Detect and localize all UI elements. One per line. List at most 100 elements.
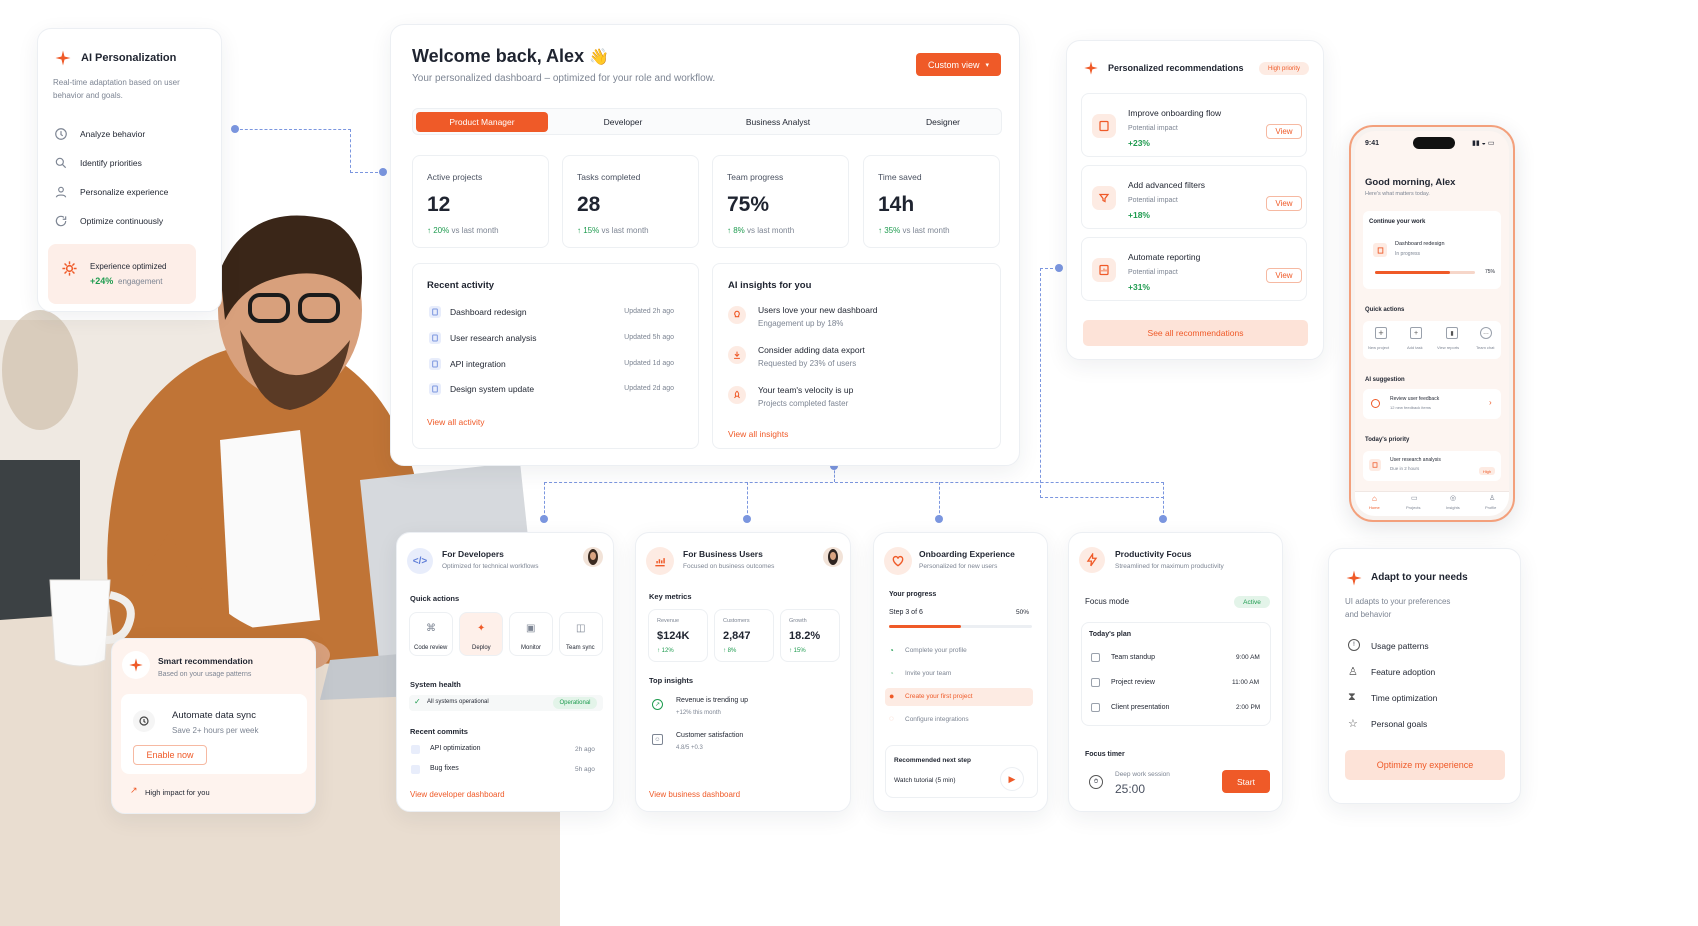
nav-profile[interactable]: Profile [1485, 505, 1497, 510]
plan-time: 2:00 PM [1236, 704, 1261, 711]
current-step-icon: ● [889, 691, 895, 701]
activity-item[interactable]: API integration [450, 359, 506, 369]
quick-action-code-review[interactable]: ⌘ Code review [409, 612, 453, 656]
document-icon [1373, 243, 1387, 257]
recommendation-item: Add advanced filters Potential impact +1… [1081, 165, 1307, 229]
timer-icon: ⏱ [1089, 775, 1103, 789]
activity-item[interactable]: Design system update [450, 384, 535, 394]
metric-value: 18.2% [789, 630, 821, 642]
page-subtitle: Your personalized dashboard – optimized … [412, 73, 716, 84]
start-button[interactable]: Start [1222, 770, 1270, 793]
onboarding-step[interactable]: Invite your team [905, 670, 952, 677]
task-icon[interactable]: + [1410, 327, 1422, 339]
chevron-down-icon: ▾ [985, 61, 990, 69]
custom-view-button[interactable]: Custom view ▾ [916, 53, 1001, 76]
onboarding-step[interactable]: Complete your profile [905, 647, 967, 654]
recommendation-title: Automate data sync [172, 710, 256, 721]
task-progress-track [1375, 271, 1475, 274]
quick-action-label: Deploy [472, 645, 491, 651]
tab-designer[interactable]: Designer [925, 117, 961, 127]
insight-title: Your team's velocity is up [758, 385, 854, 395]
report-icon [1092, 258, 1116, 282]
metric-card: Growth 18.2% ↑ 15% [780, 609, 840, 662]
stat-card: Team progress 75% ↑ 8% vs last month [712, 155, 849, 248]
nav-insights[interactable]: Insights [1446, 505, 1460, 510]
view-button[interactable]: View [1266, 268, 1302, 283]
quick-actions-row: + New project + Add task ▮ View reports … [1363, 321, 1501, 359]
see-all-recommendations-button[interactable]: See all recommendations [1083, 320, 1308, 346]
optimize-experience-button[interactable]: Optimize my experience [1345, 750, 1505, 780]
view-all-activity-link[interactable]: View all activity [427, 417, 485, 427]
chat-icon[interactable]: … [1480, 327, 1492, 339]
home-icon[interactable]: ⌂ [1372, 494, 1377, 503]
plan-item: Team standup [1111, 654, 1155, 661]
rec-impact-label: Potential impact [1128, 125, 1178, 132]
onboarding-step[interactable]: Create your first project [905, 693, 973, 700]
stat-delta: ↑ 20% vs last month [427, 226, 499, 235]
nav-projects[interactable]: Projects [1406, 505, 1421, 510]
checkbox[interactable] [1091, 678, 1100, 687]
view-all-insights-link[interactable]: View all insights [728, 429, 789, 439]
stat-label: Team progress [727, 172, 784, 182]
plus-icon[interactable]: + [1375, 327, 1387, 339]
quick-action-deploy[interactable]: ✦ Deploy [459, 612, 503, 656]
priority-card[interactable]: User research analysis Due in 2 hours Hi… [1363, 451, 1501, 481]
stat-card: Time saved 14h ↑ 35% vs last month [863, 155, 1000, 248]
section-label: Today's priority [1365, 437, 1410, 443]
checkbox[interactable] [1091, 703, 1100, 712]
developers-card: </> For Developers Optimized for technic… [396, 532, 614, 812]
checkbox[interactable] [1091, 653, 1100, 662]
lightbulb-icon [728, 306, 746, 324]
view-developer-dashboard-link[interactable]: View developer dashboard [410, 790, 505, 799]
tab-business-analyst[interactable]: Business Analyst [745, 117, 811, 127]
folder-icon[interactable]: ▭ [1411, 495, 1418, 502]
role-tabs: Product Manager Developer Business Analy… [412, 108, 1002, 135]
insight-title: Consider adding data export [758, 345, 865, 355]
stat-value: 12 [427, 193, 451, 216]
insights-icon[interactable]: ◎ [1450, 495, 1457, 502]
metric-card: Customers 2,847 ↑ 8% [714, 609, 774, 662]
onboarding-step[interactable]: Configure integrations [905, 716, 969, 723]
team-sync-icon: ◫ [576, 623, 586, 634]
view-button[interactable]: View [1266, 196, 1302, 211]
activity-item[interactable]: Dashboard redesign [450, 307, 527, 317]
enable-now-button[interactable]: Enable now [133, 745, 207, 765]
quick-action-monitor[interactable]: ▣ Monitor [509, 612, 553, 656]
card-title: Productivity Focus [1115, 549, 1192, 559]
section-label: Quick actions [1365, 307, 1405, 313]
next-step-box: Recommended next step Watch tutorial (5 … [885, 745, 1038, 798]
stat-label: Active projects [427, 172, 483, 182]
card-subtitle: Focused on business outcomes [683, 563, 775, 570]
chart-icon[interactable]: ▮ [1446, 327, 1458, 339]
tab-product-manager[interactable]: Product Manager [416, 112, 548, 132]
sparkle-icon [1345, 569, 1363, 587]
feature-item: Identify priorities [80, 158, 142, 168]
session-label: Deep work session [1115, 771, 1170, 778]
nav-home[interactable]: Home [1369, 505, 1380, 510]
section-label: Continue your work [1369, 219, 1426, 225]
check-circle-icon: ◔ [889, 669, 894, 678]
quick-action-team-sync[interactable]: ◫ Team sync [559, 612, 603, 656]
document-icon [429, 358, 441, 370]
feature-adoption-icon: ♙ [1348, 666, 1358, 678]
stat-value: 75% [727, 193, 770, 216]
profile-icon[interactable]: ♙ [1489, 495, 1496, 502]
priority-badge: High [1479, 467, 1495, 475]
bar-chart-icon [646, 547, 674, 575]
activity-item[interactable]: User research analysis [450, 333, 537, 343]
stat-label: Tasks completed [577, 172, 641, 182]
onboarding-step-active[interactable] [885, 688, 1033, 706]
commit-icon [411, 745, 420, 754]
view-business-dashboard-link[interactable]: View business dashboard [649, 790, 741, 799]
metric-card: Revenue $124K ↑ 12% [648, 609, 708, 662]
ai-suggestion-card[interactable]: Review user feedback 12 new feedback ite… [1363, 389, 1501, 419]
ai-suggestion-sub: 12 new feedback items [1390, 405, 1431, 410]
deploy-icon: ✦ [477, 623, 486, 634]
play-icon[interactable]: ▶ [1000, 767, 1024, 791]
adapt-item: Usage patterns [1371, 641, 1429, 651]
view-button[interactable]: View [1266, 124, 1302, 139]
card-title: Smart recommendation [158, 656, 253, 666]
metric-delta: ↑ 8% [723, 648, 737, 654]
section-label: Key metrics [649, 592, 692, 601]
tab-developer[interactable]: Developer [603, 117, 643, 127]
